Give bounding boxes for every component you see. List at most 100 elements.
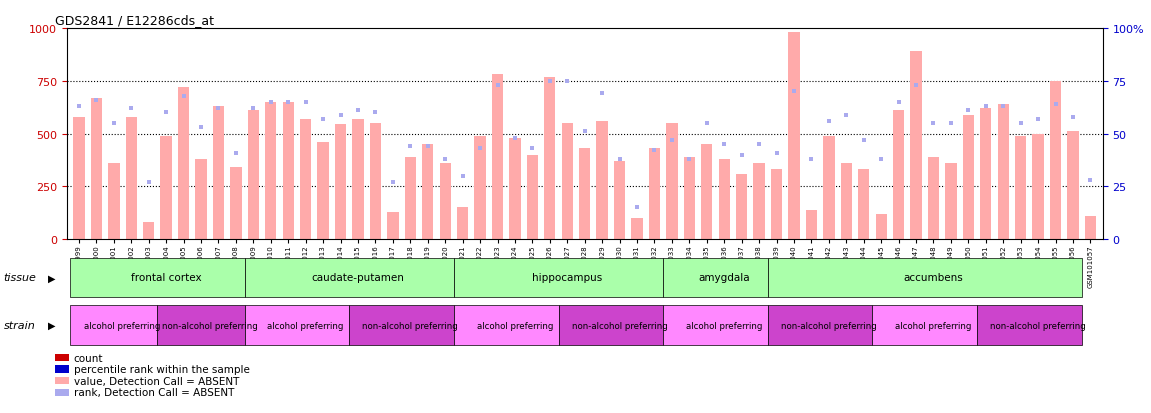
Bar bbox=[558, 306, 663, 345]
Bar bbox=[1084, 216, 1096, 240]
Text: rank, Detection Call = ABSENT: rank, Detection Call = ABSENT bbox=[74, 387, 234, 397]
Bar bbox=[663, 258, 768, 297]
Bar bbox=[453, 306, 558, 345]
Text: caudate-putamen: caudate-putamen bbox=[312, 273, 404, 283]
Bar bbox=[108, 164, 120, 240]
Bar bbox=[247, 111, 259, 240]
Point bbox=[646, 148, 664, 154]
Bar bbox=[632, 218, 642, 240]
Point bbox=[314, 116, 333, 123]
Bar bbox=[962, 115, 974, 240]
Bar bbox=[369, 124, 381, 240]
Bar bbox=[562, 124, 573, 240]
Bar bbox=[876, 214, 886, 240]
Bar bbox=[1032, 134, 1044, 240]
Bar bbox=[857, 170, 869, 240]
Point bbox=[436, 156, 455, 163]
Bar bbox=[771, 170, 783, 240]
Bar bbox=[282, 102, 294, 240]
Bar bbox=[474, 136, 486, 240]
Point bbox=[698, 121, 716, 127]
Bar bbox=[387, 212, 398, 240]
Bar bbox=[701, 145, 712, 240]
Bar bbox=[977, 306, 1082, 345]
Text: alcohol preferring: alcohol preferring bbox=[267, 321, 344, 330]
Bar bbox=[160, 136, 171, 240]
Point bbox=[627, 205, 646, 211]
Bar bbox=[649, 149, 661, 240]
Bar bbox=[265, 102, 276, 240]
Point bbox=[1081, 177, 1099, 184]
Point bbox=[854, 137, 872, 144]
Text: ▶: ▶ bbox=[48, 320, 56, 330]
Point bbox=[279, 99, 297, 106]
Bar bbox=[1050, 82, 1061, 240]
Text: alcohol preferring: alcohol preferring bbox=[895, 321, 971, 330]
Bar bbox=[806, 210, 817, 240]
Point bbox=[732, 152, 750, 159]
Bar bbox=[453, 258, 663, 297]
Point bbox=[244, 106, 262, 112]
Bar bbox=[245, 306, 349, 345]
Point bbox=[976, 104, 994, 110]
Bar bbox=[405, 157, 416, 240]
Point bbox=[524, 146, 542, 152]
Point bbox=[1012, 121, 1030, 127]
Point bbox=[1029, 116, 1047, 123]
Bar bbox=[893, 111, 905, 240]
Bar bbox=[754, 164, 764, 240]
Point bbox=[959, 108, 977, 114]
Bar bbox=[928, 157, 939, 240]
Point bbox=[70, 104, 89, 110]
Bar bbox=[981, 109, 991, 240]
Bar bbox=[768, 258, 1082, 297]
Point bbox=[1064, 114, 1082, 121]
Point bbox=[471, 146, 489, 152]
Bar bbox=[613, 161, 625, 240]
Point bbox=[122, 106, 140, 112]
Bar bbox=[213, 107, 224, 240]
Point bbox=[576, 129, 594, 135]
Point bbox=[924, 121, 943, 127]
Point bbox=[105, 121, 123, 127]
Bar bbox=[663, 306, 768, 345]
Text: non-alcohol preferring: non-alcohol preferring bbox=[363, 321, 458, 330]
Text: GDS2841 / E12286cds_at: GDS2841 / E12286cds_at bbox=[55, 14, 214, 27]
Point bbox=[209, 106, 228, 112]
Text: alcohol preferring: alcohol preferring bbox=[84, 321, 161, 330]
Text: count: count bbox=[74, 353, 104, 363]
Point bbox=[750, 141, 769, 148]
Point bbox=[331, 112, 350, 119]
Point bbox=[715, 141, 733, 148]
Point bbox=[297, 99, 315, 106]
Bar bbox=[596, 121, 608, 240]
Point bbox=[907, 83, 925, 89]
Bar bbox=[491, 75, 503, 240]
Text: hippocampus: hippocampus bbox=[532, 273, 602, 283]
Bar bbox=[125, 117, 137, 240]
Bar bbox=[544, 77, 556, 240]
Point bbox=[453, 173, 472, 180]
Point bbox=[87, 97, 106, 104]
Bar bbox=[684, 157, 695, 240]
Bar bbox=[1067, 132, 1078, 240]
Bar bbox=[158, 306, 245, 345]
Point bbox=[890, 99, 908, 106]
Bar bbox=[527, 155, 538, 240]
Bar bbox=[840, 164, 852, 240]
Bar bbox=[91, 98, 102, 240]
Point bbox=[383, 179, 402, 186]
Bar bbox=[70, 306, 158, 345]
Bar bbox=[300, 119, 311, 240]
Bar bbox=[579, 149, 590, 240]
Text: value, Detection Call = ABSENT: value, Detection Call = ABSENT bbox=[74, 376, 239, 386]
Bar bbox=[349, 306, 453, 345]
Bar bbox=[440, 164, 451, 240]
Point bbox=[942, 121, 960, 127]
Point bbox=[820, 118, 838, 125]
Point bbox=[837, 112, 855, 119]
Bar bbox=[143, 223, 154, 240]
Point bbox=[366, 110, 384, 116]
Point bbox=[558, 78, 577, 85]
Point bbox=[1046, 102, 1065, 108]
